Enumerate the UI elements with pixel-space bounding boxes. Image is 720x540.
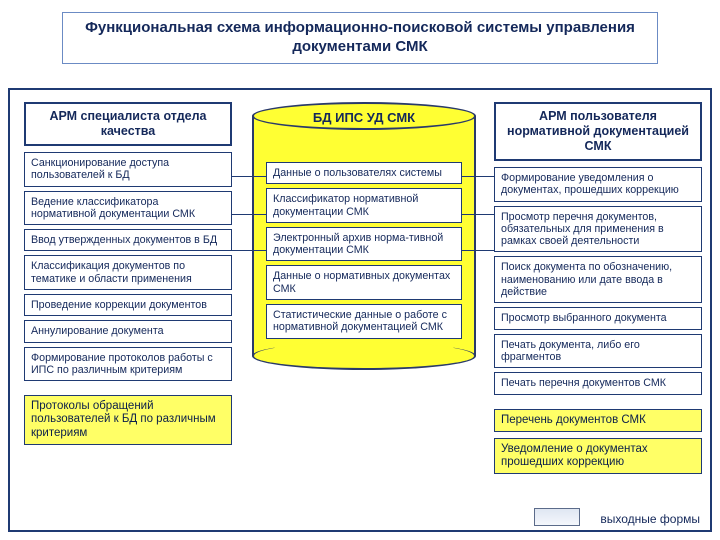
center-item: Классификатор нормативной документации С… xyxy=(266,188,462,223)
left-item: Формирование протоколов работы с ИПС по … xyxy=(24,347,232,382)
connector xyxy=(462,176,494,177)
right-column: АРМ пользователя нормативной документаци… xyxy=(494,102,702,478)
right-item: Печать документа, либо его фрагментов xyxy=(494,334,702,369)
left-item: Классификация документов по тематике и о… xyxy=(24,255,232,290)
right-output: Уведомление о документах прошедших корре… xyxy=(494,438,702,474)
left-item: Аннулирование документа xyxy=(24,320,232,342)
left-column: АРМ специалиста отдела качества Санкцион… xyxy=(24,102,232,449)
left-item: Проведение коррекции документов xyxy=(24,294,232,316)
left-header: АРМ специалиста отдела качества xyxy=(24,102,232,146)
output-form-icon xyxy=(534,508,580,526)
center-item: Данные о пользователях системы xyxy=(266,162,462,184)
left-item: Санкционирование доступа пользователей к… xyxy=(24,152,232,187)
page-title: Функциональная схема информационно-поиск… xyxy=(71,19,649,57)
title-band: Функциональная схема информационно-поиск… xyxy=(62,12,658,64)
right-header: АРМ пользователя нормативной документаци… xyxy=(494,102,702,161)
connector xyxy=(232,176,266,177)
center-stack: Данные о пользователях системы Классифик… xyxy=(266,162,462,343)
connector xyxy=(232,250,266,251)
right-output: Перечень документов СМК xyxy=(494,409,702,432)
center-item: Электронный архив норма-тивной документа… xyxy=(266,227,462,262)
center-item: Статистические данные о работе с нормати… xyxy=(266,304,462,339)
right-item: Просмотр перечня документов, обязательны… xyxy=(494,206,702,253)
left-item: Ведение классификатора нормативной докум… xyxy=(24,191,232,226)
right-item: Печать перечня документов СМК xyxy=(494,372,702,394)
center-item: Данные о нормативных документах СМК xyxy=(266,265,462,300)
footer-label: выходные формы xyxy=(600,512,700,526)
left-output: Протоколы обращений пользователей к БД п… xyxy=(24,395,232,445)
center-header: БД ИПС УД СМК xyxy=(280,110,448,125)
left-item: Ввод утвержденных документов в БД xyxy=(24,229,232,251)
connector xyxy=(462,250,494,251)
right-item: Просмотр выбранного документа xyxy=(494,307,702,329)
right-item: Формирование уведомления о документах, п… xyxy=(494,167,702,202)
connector xyxy=(232,214,266,215)
right-item: Поиск документа по обозначению, наименов… xyxy=(494,256,702,303)
connector xyxy=(462,214,494,215)
